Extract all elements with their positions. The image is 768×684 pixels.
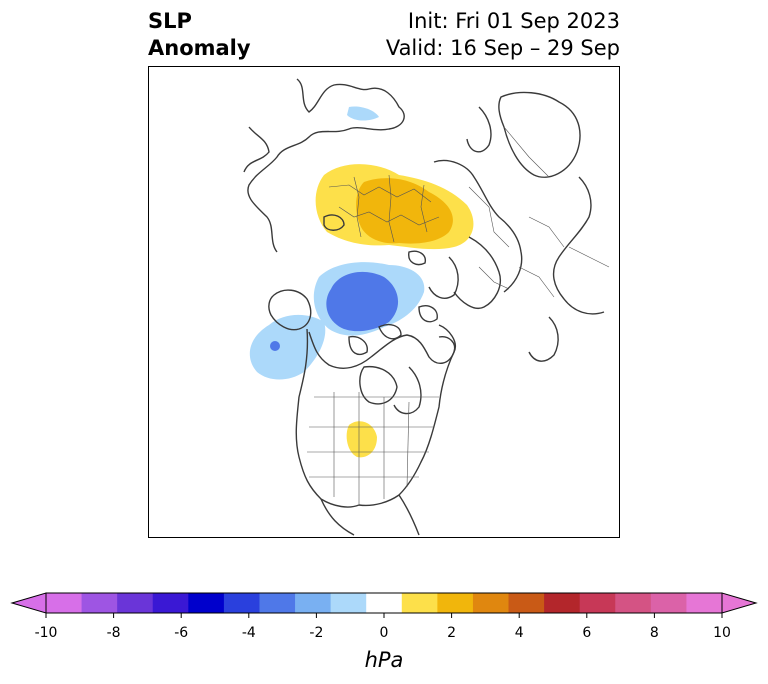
colorbar-segment	[81, 593, 118, 613]
title-anomaly: Anomaly	[148, 36, 251, 60]
colorbar-tick-label: -4	[241, 625, 256, 641]
init-date: Init: Fri 01 Sep 2023	[407, 9, 620, 33]
coastlines	[243, 78, 605, 536]
colorbar-segment	[188, 593, 225, 613]
map-panel	[148, 66, 620, 538]
colorbar-segment	[544, 593, 581, 613]
colorbar-tick-label: -10	[34, 625, 58, 641]
colorbar	[10, 592, 758, 618]
colorbar-segment	[472, 593, 510, 613]
negative-anomaly-arctic-core	[326, 271, 399, 332]
colorbar-tick-label: -6	[174, 625, 189, 641]
colorbar-segment	[401, 593, 438, 613]
colorbar-segment	[330, 593, 367, 613]
colorbar-segment	[366, 593, 403, 613]
map-title: SLP Anomaly	[148, 8, 251, 62]
negative-anomaly-north-atlantic	[347, 106, 379, 121]
colorbar-segment	[437, 593, 474, 613]
title-slp: SLP	[148, 9, 192, 33]
colorbar-tick-label: 6	[582, 625, 592, 641]
colorbar-tick-label: 0	[379, 625, 389, 641]
map-subtitle: Init: Fri 01 Sep 2023 Valid: 16 Sep – 29…	[386, 8, 620, 62]
colorbar-high-extend	[721, 592, 758, 614]
map-svg	[243, 78, 610, 536]
positive-anomaly-siberia-core	[356, 178, 453, 244]
colorbar-segment	[46, 593, 83, 613]
anomaly-fills	[249, 106, 474, 458]
colorbar-segment	[259, 593, 296, 613]
colorbar-segment	[508, 593, 545, 613]
colorbar-tick-label: -8	[106, 625, 121, 641]
colorbar-tick-label: 10	[713, 625, 731, 641]
negative-anomaly-alaska-spot	[270, 341, 280, 351]
political-borders	[307, 126, 610, 505]
colorbar-tick-label: 2	[447, 625, 457, 641]
valid-period: Valid: 16 Sep – 29 Sep	[385, 36, 620, 60]
colorbar-ticks	[45, 613, 723, 618]
colorbar-segment	[686, 593, 723, 613]
colorbar-unit-label: hPa	[364, 648, 404, 672]
colorbar-segment	[223, 593, 260, 613]
colorbar-segment	[615, 593, 652, 613]
colorbar-tick-label: 4	[514, 625, 524, 641]
colorbar-low-extend	[10, 592, 47, 614]
colorbar-segment	[152, 593, 189, 613]
colorbar-tick-label: 8	[649, 625, 659, 641]
colorbar-segment	[579, 593, 616, 613]
colorbar-tick-label: -2	[309, 625, 324, 641]
colorbar-segment	[650, 593, 687, 613]
colorbar-segments	[46, 593, 723, 613]
colorbar-segment	[295, 593, 332, 613]
colorbar-segment	[117, 593, 154, 613]
positive-anomaly-central-us	[346, 421, 377, 458]
